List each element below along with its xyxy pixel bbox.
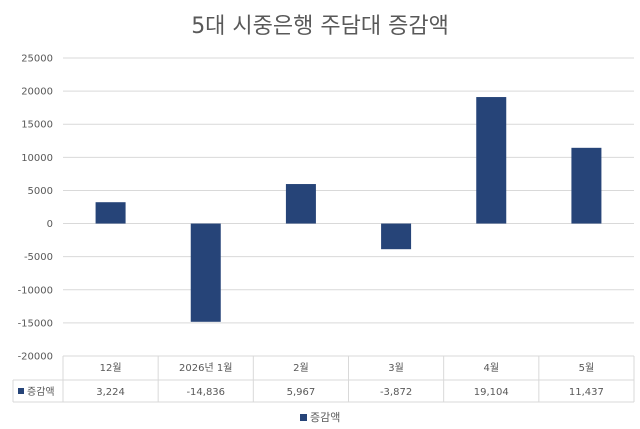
y-tick-label: 10000 — [21, 153, 53, 164]
legend-label: 증감액 — [310, 411, 340, 424]
y-tick-label: 15000 — [21, 120, 53, 131]
bar — [381, 223, 412, 250]
y-tick-label: -10000 — [18, 285, 53, 296]
table-legend-swatch — [18, 388, 24, 394]
bar — [95, 202, 126, 224]
category-label: 3월 — [388, 362, 404, 374]
category-label: 12월 — [100, 362, 122, 374]
data-value: 19,104 — [474, 387, 509, 398]
y-tick-label: 0 — [47, 219, 53, 230]
legend-swatch — [300, 414, 307, 421]
y-tick-label: -5000 — [24, 252, 53, 263]
bar — [285, 184, 316, 224]
data-value: -3,872 — [380, 387, 412, 398]
y-tick-label: 20000 — [21, 87, 53, 98]
table-series-label: 증감액 — [27, 386, 55, 398]
y-tick-label: 5000 — [28, 186, 53, 197]
bar — [190, 223, 221, 322]
data-value: 5,967 — [287, 387, 316, 398]
y-tick-label: 25000 — [21, 54, 53, 65]
data-value: 3,224 — [96, 387, 125, 398]
category-label: 5월 — [579, 362, 595, 374]
gridlines — [63, 57, 634, 357]
data-value: 11,437 — [569, 387, 604, 398]
y-axis: 25000 20000 15000 10000 5000 0 -5000 -10000 -150… — [18, 54, 53, 363]
legend: 증감액 — [300, 411, 340, 424]
category-label: 2월 — [293, 362, 309, 374]
bar — [476, 97, 507, 224]
category-label: 2026년 1월 — [179, 362, 232, 374]
data-value: -14,836 — [186, 387, 225, 398]
y-tick-label: -20000 — [18, 352, 53, 363]
data-table: 12월 2026년 1월 2월 3월 4월 5월 3,224 -14,836 5,967 -3,8… — [12, 355, 635, 403]
bars — [95, 97, 602, 322]
chart-title: 5대 시중은행 주담대 증감액 — [191, 14, 449, 39]
bar — [571, 147, 602, 224]
y-tick-label: -15000 — [18, 318, 53, 329]
category-label: 4월 — [483, 362, 499, 374]
